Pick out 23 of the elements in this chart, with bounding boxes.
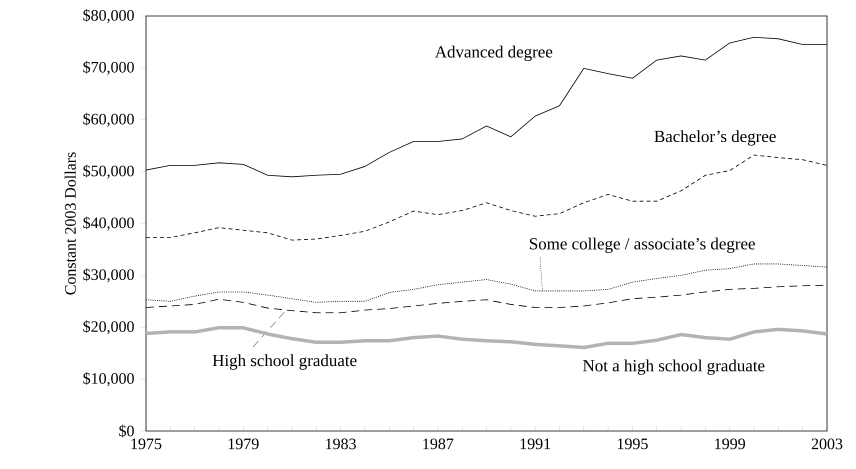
- x-tick-label: 2003: [812, 438, 842, 450]
- x-tick-label: 1999: [715, 438, 745, 450]
- x-tick-label: 1991: [520, 438, 550, 450]
- legend-label: High school graduate: [212, 354, 356, 370]
- y-tick-label: $70,000: [83, 60, 134, 75]
- x-tick-label: 1975: [131, 438, 162, 450]
- y-tick-label: $0: [119, 424, 134, 438]
- x-tick-label: 1987: [423, 438, 454, 450]
- y-tick-label: $40,000: [83, 216, 134, 230]
- y-tick-label: $60,000: [83, 112, 134, 127]
- series-label: Some college / associate’s degree: [530, 238, 755, 253]
- y-axis-title: Constant 2003 Dollars: [64, 152, 76, 295]
- series-label: Not a high school graduate: [583, 359, 764, 375]
- series-label: Bachelor’s degree: [654, 130, 776, 146]
- y-tick-label: $20,000: [83, 320, 134, 334]
- y-tick-label: $80,000: [83, 8, 134, 23]
- x-tick-label: 1995: [618, 438, 648, 450]
- x-tick-label: 1979: [228, 438, 259, 450]
- y-tick-label: $10,000: [83, 372, 134, 386]
- y-tick-label: $30,000: [83, 268, 134, 282]
- y-tick-label: $50,000: [83, 164, 134, 179]
- x-tick-label: 1983: [326, 438, 356, 450]
- series-label: Advanced degree: [434, 46, 552, 62]
